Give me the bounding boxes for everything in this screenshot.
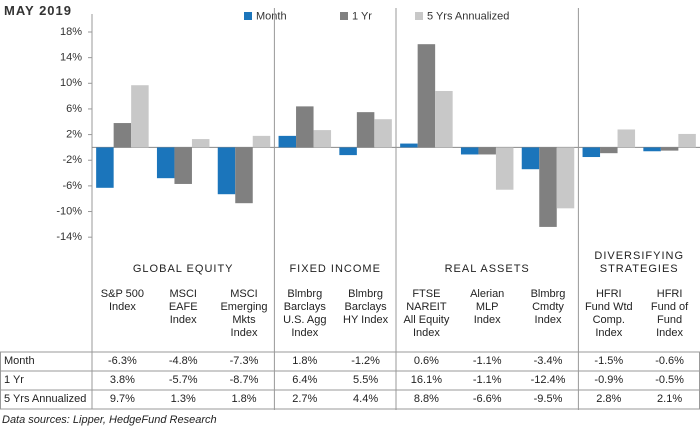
table-cell: 16.1% [410,374,442,386]
bar [174,147,192,184]
table-cell: -7.3% [229,355,259,367]
legend-swatch [340,12,348,20]
bar [582,147,601,158]
y-tick-label: -2% [62,154,82,166]
table-cell: -12.4% [530,374,566,386]
y-tick-label: 2% [66,128,82,140]
bar [417,44,436,148]
category-label: Blmbrg Barclays U.S. Agg Index [283,288,327,339]
category-label: Alerian MLP Index [470,288,505,326]
table-cell: 3.8% [109,374,135,386]
table-cell: -4.8% [168,355,198,367]
table-cell: -1.2% [351,355,380,367]
bar [217,147,236,195]
bar [556,147,575,209]
bar [113,123,132,148]
table-cell: -6.6% [472,393,502,405]
bar [278,135,297,148]
bar [96,147,114,188]
table-cell: 1.8% [292,355,318,367]
table-cell: -8.7% [229,374,259,386]
table-cell: -9.5% [533,393,563,405]
table-cell: 8.8% [413,393,439,405]
category-label: Blmbrg Barclays HY Index [343,288,389,326]
category-label: Blmbrg Cmdty Index [530,288,566,326]
source-note: Data sources: Lipper, HedgeFund Research [2,414,217,426]
chart-title: MAY 2019 [4,3,72,18]
table-cell: -0.9% [594,374,624,386]
category-label: HFRI Fund Wtd Comp. Index [584,288,633,339]
table-cell: -1.1% [472,374,502,386]
category-label: MSCI EAFE Index [168,288,198,326]
table-cell: -6.3% [108,355,137,367]
legend-swatch [415,12,423,20]
bar [235,147,253,204]
table-cell: 5.5% [353,374,379,386]
bar [521,147,540,170]
y-tick-label: 18% [60,26,82,38]
category-label: HFRI Fund of Fund Index [650,288,689,339]
legend-label: Month [256,10,287,22]
y-tick-label: 6% [66,103,82,115]
y-tick-label: -6% [62,180,82,192]
y-tick-label: 14% [60,52,82,64]
table-cell: 2.1% [657,393,683,405]
table-cell: -3.4% [533,355,563,367]
bar [478,147,496,155]
table-cell: -0.5% [655,374,684,386]
category-label: S&P 500 Index [100,288,145,313]
bar [156,147,175,179]
legend-label: 1 Yr [352,10,372,22]
table-cell: 2.7% [292,393,318,405]
table-cell: 0.6% [413,355,439,367]
table-cell: -5.7% [168,374,198,386]
bar [495,147,514,190]
group-label: DIVERSIFYING STRATEGIES [594,250,684,275]
bar [252,135,271,148]
table-cell: -1.5% [594,355,624,367]
bar [400,143,418,148]
table-cell: 1.8% [231,393,257,405]
bar [435,90,453,148]
table-cell: 9.7% [109,393,135,405]
bar [131,85,149,148]
legend-label: 5 Yrs Annualized [427,10,509,22]
bar [660,147,679,151]
group-label: FIXED INCOME [289,263,381,275]
table-cell: 1.3% [170,393,196,405]
table-cell: 4.4% [353,393,379,405]
bar [600,147,618,154]
y-tick-label: -10% [56,205,82,217]
table-row-header: 5 Yrs Annualized [4,393,87,405]
y-tick-label: -14% [56,231,82,243]
bar [678,133,696,148]
table-cell: -0.6% [655,355,684,367]
bar [339,147,357,156]
category-label: MSCI Emerging Mkts Index [220,288,268,339]
table-cell: 2.8% [596,393,622,405]
bar [460,147,479,155]
legend-swatch [244,12,252,20]
bar [374,119,392,148]
table-cell: 6.4% [292,374,318,386]
y-tick-label: 10% [60,77,82,89]
bar [539,147,557,227]
bar [296,106,314,148]
category-label: FTSE NAREIT All Equity Index [403,288,450,339]
table-row-header: 1 Yr [4,374,24,386]
bar [191,139,210,148]
bar [356,112,375,148]
group-label: GLOBAL EQUITY [132,263,234,275]
bar [617,129,636,148]
bar [643,147,661,152]
table-row-header: Month [4,355,35,367]
table-cell: -1.1% [472,355,502,367]
group-label: REAL ASSETS [444,263,530,275]
bar [313,130,332,148]
